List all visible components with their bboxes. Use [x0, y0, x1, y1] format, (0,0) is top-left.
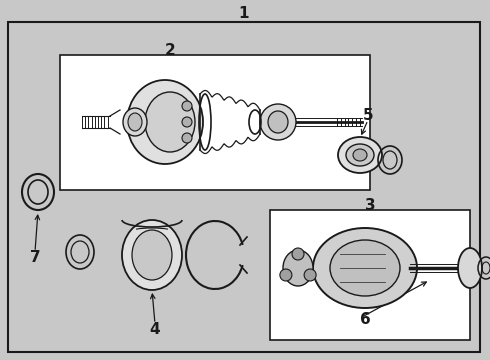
Ellipse shape: [338, 137, 382, 173]
Bar: [270, 210, 470, 340]
Text: 6: 6: [360, 312, 370, 328]
Text: 2: 2: [165, 42, 175, 58]
Ellipse shape: [313, 228, 417, 308]
Ellipse shape: [260, 104, 296, 140]
Ellipse shape: [353, 149, 367, 161]
Ellipse shape: [268, 111, 288, 133]
Ellipse shape: [346, 144, 374, 166]
Ellipse shape: [330, 240, 400, 296]
Ellipse shape: [128, 113, 142, 131]
Ellipse shape: [127, 80, 203, 164]
Ellipse shape: [132, 230, 172, 280]
Text: 1: 1: [239, 5, 249, 21]
Text: 5: 5: [363, 108, 373, 122]
Ellipse shape: [182, 133, 192, 143]
Ellipse shape: [122, 220, 182, 290]
Text: 3: 3: [365, 198, 375, 212]
Ellipse shape: [145, 92, 195, 152]
Ellipse shape: [304, 269, 316, 281]
Ellipse shape: [283, 250, 313, 286]
Bar: [60, 55, 370, 190]
Ellipse shape: [182, 117, 192, 127]
Ellipse shape: [280, 269, 292, 281]
Text: 4: 4: [149, 323, 160, 338]
Ellipse shape: [182, 101, 192, 111]
Ellipse shape: [123, 108, 147, 136]
Ellipse shape: [458, 248, 482, 288]
Ellipse shape: [292, 248, 304, 260]
Text: 7: 7: [30, 251, 40, 266]
